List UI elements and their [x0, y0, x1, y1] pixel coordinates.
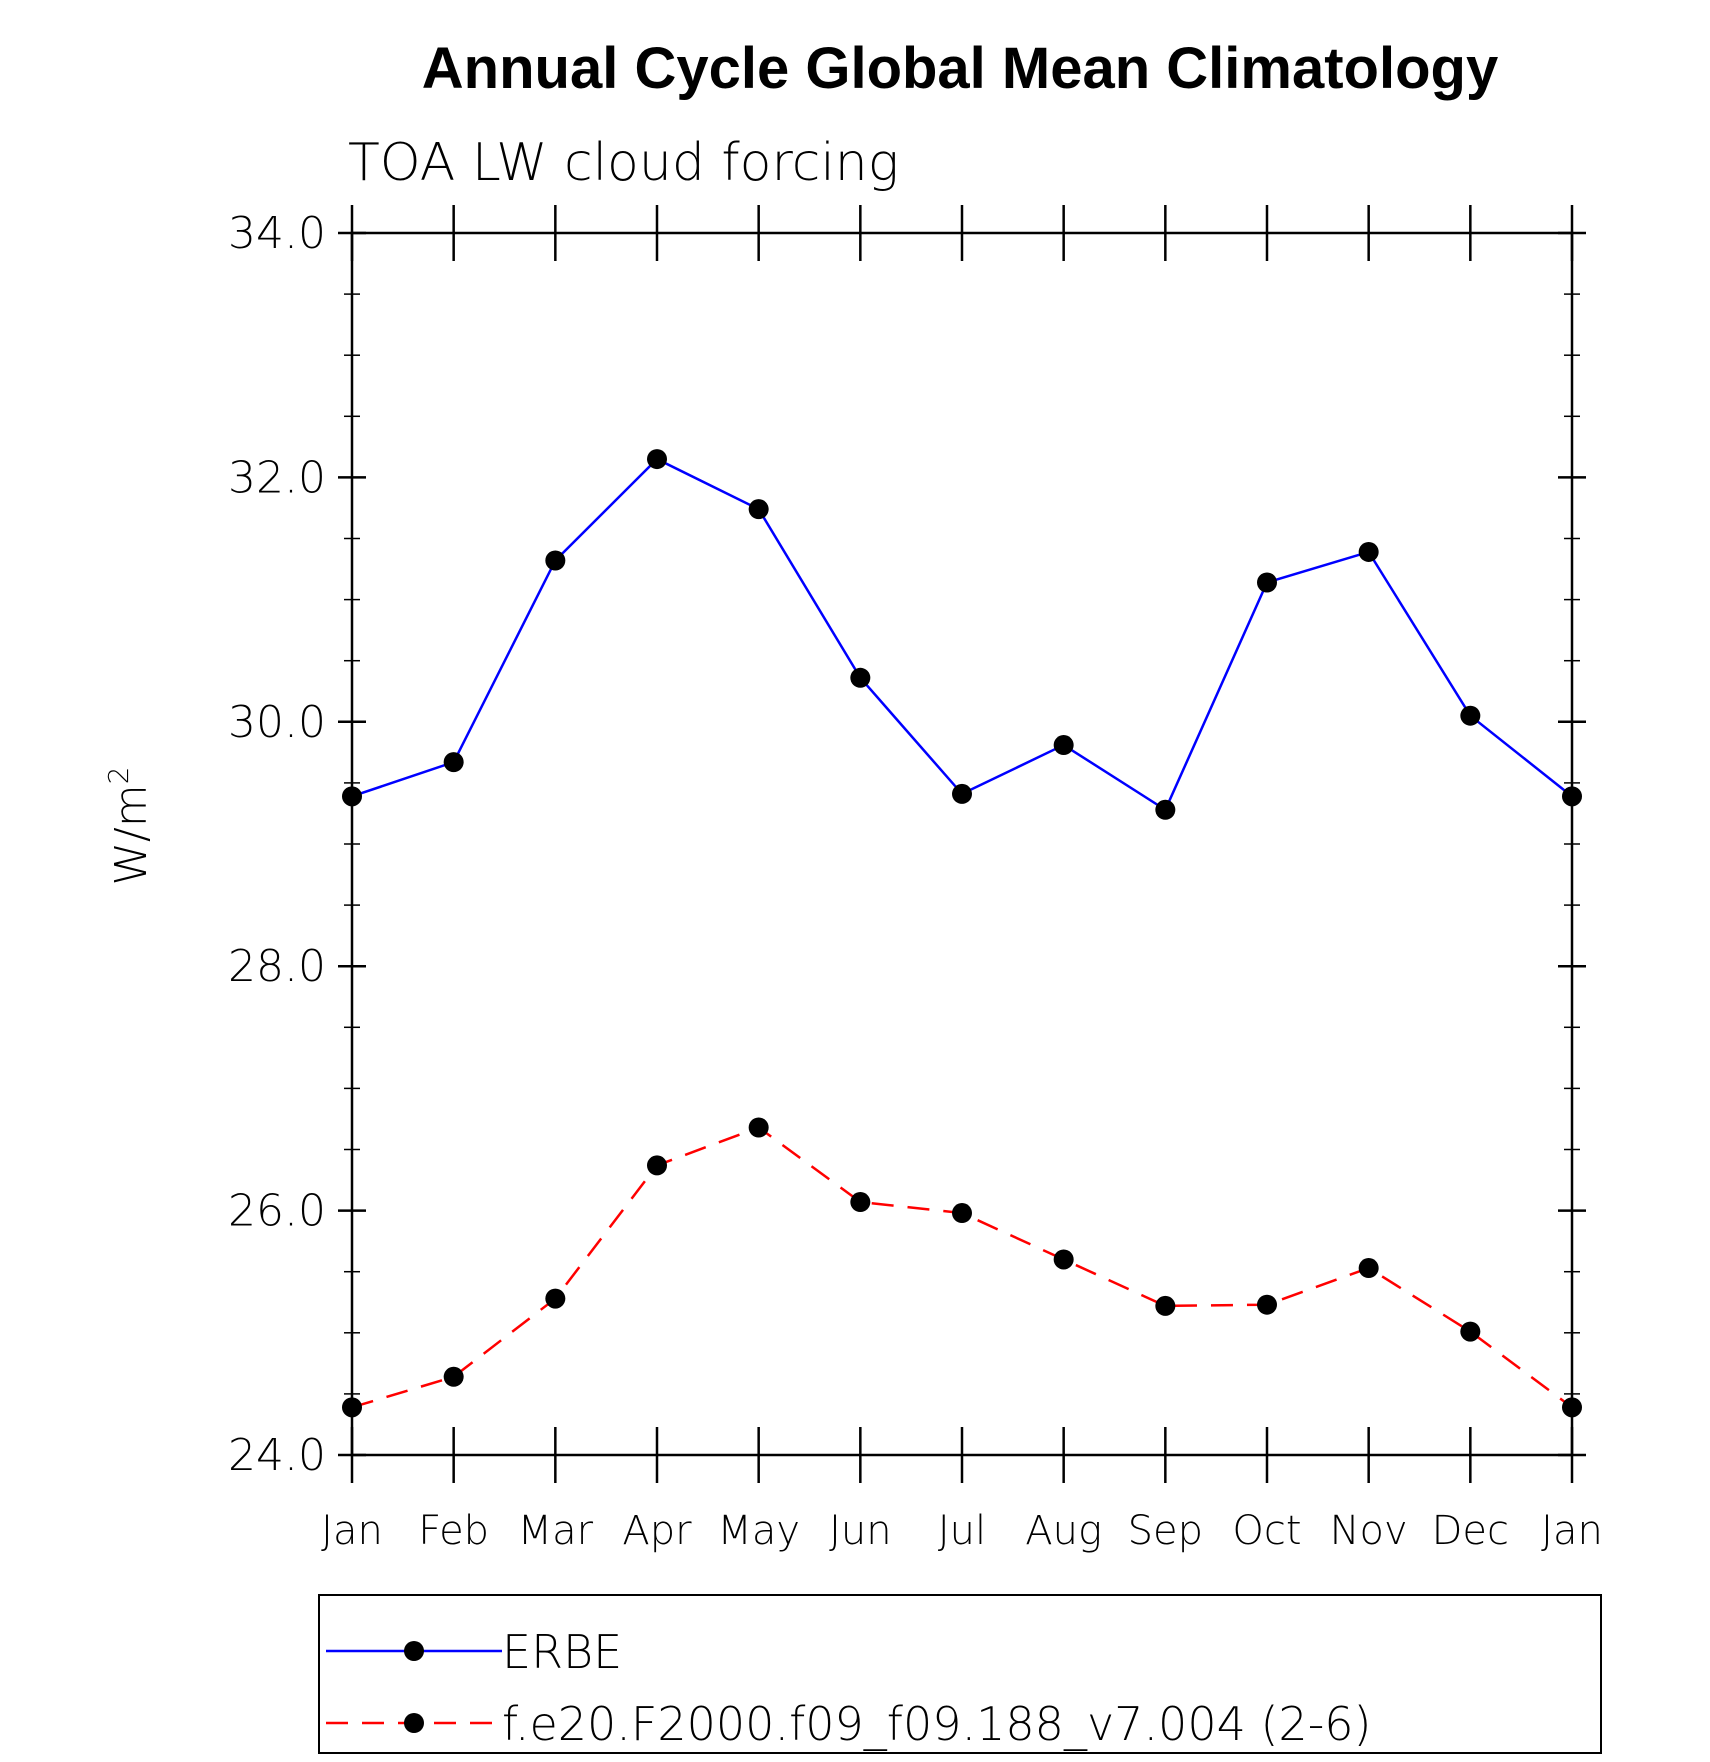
series-1-point — [342, 1397, 362, 1418]
plot-frame — [350, 231, 1574, 1457]
y-tick-label: 30.0 — [228, 697, 326, 748]
series-0-point — [1358, 541, 1379, 562]
x-tick-label: Mar — [518, 1508, 594, 1554]
series-1-point — [647, 1155, 667, 1176]
legend-label-1: f.e20.F2000.f09_f09.188_v7.004 (2-6) — [502, 1697, 1372, 1751]
y-tick-label: 26.0 — [228, 1186, 326, 1237]
series-0-point — [647, 449, 667, 470]
x-tick-label: Jun — [829, 1508, 892, 1554]
series-0-point — [1562, 786, 1582, 807]
series-0-point — [1257, 572, 1277, 593]
chart-title: Annual Cycle Global Mean Climatology — [422, 36, 1498, 101]
y-tick-label: 32.0 — [228, 452, 326, 503]
x-tick-label: Sep — [1128, 1508, 1203, 1554]
series-line-0 — [351, 457, 1573, 812]
series-line-1 — [351, 1126, 1573, 1409]
series-1-point — [1155, 1295, 1176, 1316]
x-tick-label: Aug — [1025, 1508, 1102, 1554]
series-1-point — [952, 1203, 972, 1224]
x-tick-label: Jul — [938, 1508, 986, 1554]
y-axis-label-superscript: 2 — [102, 766, 135, 784]
x-tick-label: Jan — [1541, 1508, 1603, 1554]
y-axis-label: W/m2 — [102, 766, 157, 885]
series-1-point — [1460, 1321, 1481, 1342]
chart-subtitle: TOA LW cloud forcing — [348, 133, 899, 193]
axes: 24.0 26.0 28.0 30.0 32.0 34.0 Jan Feb Mar Apr May J… — [228, 205, 1603, 1554]
series-1-point — [443, 1366, 464, 1387]
y-tick-label: 34.0 — [228, 208, 326, 259]
series-1-point — [1257, 1294, 1277, 1315]
series-1-point — [545, 1288, 566, 1309]
legend-marker-0 — [404, 1641, 424, 1661]
x-tick-label: Nov — [1330, 1508, 1408, 1554]
legend: ERBE f.e20.F2000.f09_f09.188_v7.004 (2-6) — [318, 1594, 1602, 1754]
series-1-point — [1053, 1249, 1074, 1270]
x-tick-label: Apr — [622, 1508, 692, 1554]
y-axis-label-text: W/m — [106, 784, 157, 885]
x-tick-label: May — [717, 1508, 800, 1554]
series-0-point — [1155, 799, 1176, 820]
x-tick-label: Jan — [321, 1508, 383, 1554]
series-1-point — [748, 1117, 769, 1138]
legend-box — [318, 1594, 1602, 1754]
legend-label-0: ERBE — [502, 1625, 622, 1679]
x-tick-label: Oct — [1232, 1508, 1301, 1554]
series-1-point — [1562, 1397, 1582, 1418]
series-0-point — [952, 783, 972, 804]
series-0-point — [1053, 735, 1074, 756]
x-tick-label: Feb — [418, 1508, 489, 1554]
series-0-point — [748, 499, 769, 520]
series-0-point — [443, 752, 464, 773]
x-tick-label: Dec — [1432, 1508, 1509, 1554]
y-tick-label: 24.0 — [228, 1430, 326, 1481]
series-0-point — [342, 786, 362, 807]
series-1-point — [850, 1192, 871, 1213]
series-layer — [342, 449, 1582, 1418]
series-0-point — [545, 550, 566, 571]
y-tick-label: 28.0 — [228, 941, 326, 992]
series-0-point — [850, 667, 871, 688]
series-1-point — [1358, 1258, 1379, 1279]
legend-marker-1 — [404, 1713, 424, 1733]
series-0-point — [1460, 705, 1481, 726]
